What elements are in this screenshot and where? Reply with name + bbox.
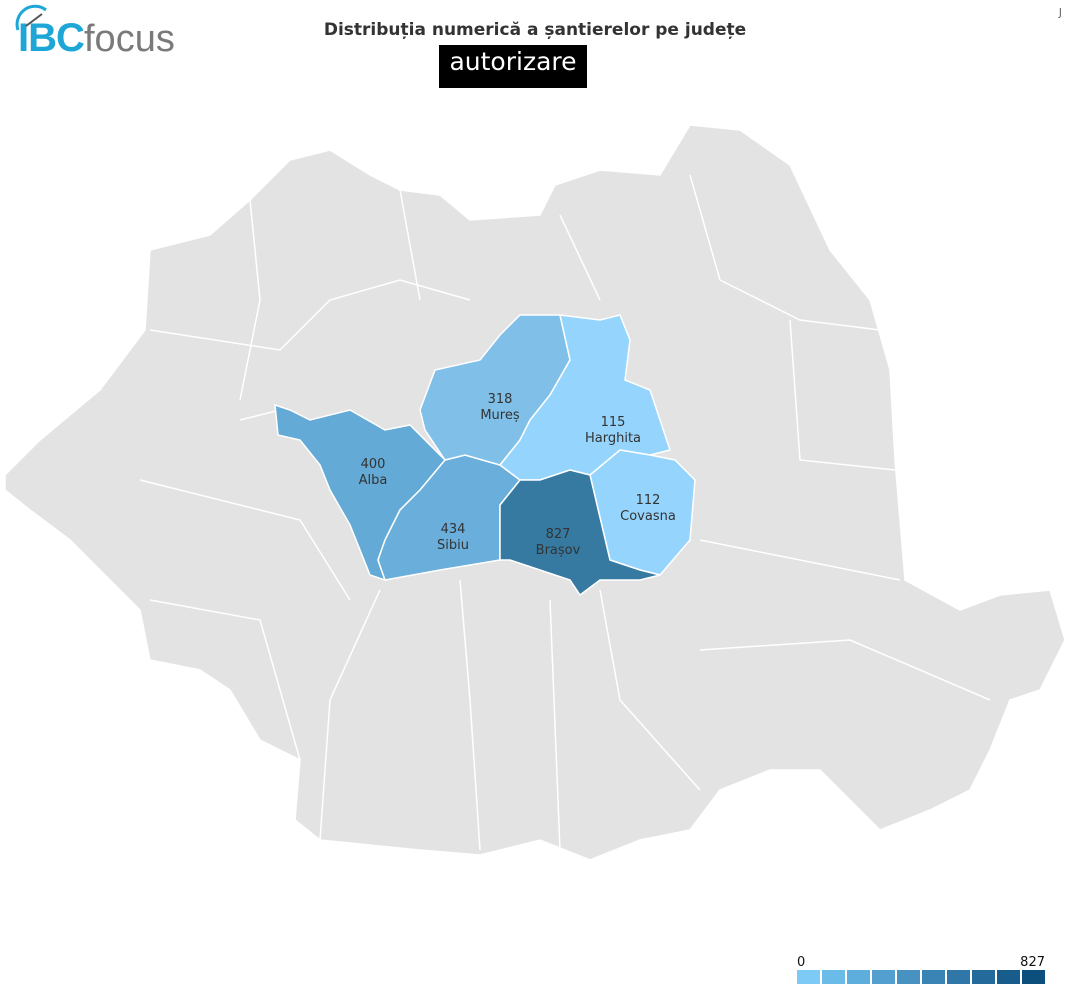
county-harghita-value: 115 — [601, 415, 626, 430]
county-mures-name: Mureș — [480, 408, 520, 423]
county-border-line — [549, 599, 561, 851]
county-border-line — [699, 539, 901, 581]
county-border-line — [459, 579, 481, 851]
county-alba-name: Alba — [359, 473, 388, 488]
legend-swatch — [897, 970, 920, 984]
county-alba-value: 400 — [361, 457, 386, 472]
county-sibiu-name: Sibiu — [437, 538, 469, 553]
county-mures-value: 318 — [488, 392, 513, 407]
county-border-line — [139, 479, 351, 601]
county-brasov-name: Brașov — [536, 543, 581, 558]
county-border-line — [239, 199, 261, 401]
corner-mark: J — [1058, 6, 1062, 19]
legend-swatch — [997, 970, 1020, 984]
county-border-line — [599, 589, 701, 791]
legend-max: 827 — [1020, 955, 1045, 970]
county-borders — [139, 174, 991, 851]
legend-swatch — [872, 970, 895, 984]
legend-swatch — [972, 970, 995, 984]
map-title: Distribuția numerică a șantierelor pe ju… — [323, 20, 747, 40]
legend-swatch — [1022, 970, 1045, 984]
county-covasna-name: Covasna — [620, 509, 676, 524]
legend-bar — [797, 970, 1045, 984]
county-border-line — [689, 174, 881, 331]
map-subtitle: autorizare — [439, 45, 587, 88]
county-border-line — [319, 589, 381, 841]
legend-min: 0 — [797, 955, 806, 970]
county-brasov[interactable] — [499, 469, 661, 597]
county-border-line — [699, 639, 991, 701]
county-border-line — [399, 189, 421, 301]
ibc-focus-logo: IBC focus — [12, 4, 192, 64]
legend-swatch — [922, 970, 945, 984]
logo-focus: focus — [84, 18, 175, 60]
county-border-line — [239, 409, 281, 421]
legend-swatch — [947, 970, 970, 984]
legend-swatch — [797, 970, 820, 984]
county-harghita-name: Harghita — [585, 431, 641, 446]
county-border-line — [149, 599, 301, 761]
county-border-line — [789, 319, 896, 471]
county-covasna-value: 112 — [636, 493, 661, 508]
county-brasov-value: 827 — [546, 527, 571, 542]
county-border-line — [559, 214, 601, 301]
county-sibiu-value: 434 — [441, 522, 466, 537]
legend-swatch — [822, 970, 845, 984]
legend-swatch — [847, 970, 870, 984]
county-border-line — [149, 279, 471, 351]
